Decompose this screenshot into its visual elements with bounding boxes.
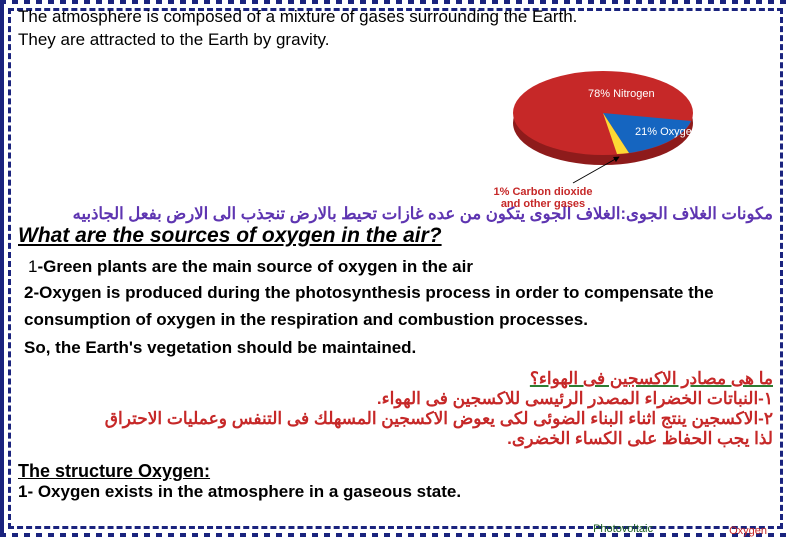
sources-en-1: 1-Green plants are the main source of ox… [18, 254, 773, 280]
structure-p1-en: 1- Oxygen exists in the atmosphere in a … [18, 482, 773, 502]
pie-label-co2-l1: 1% Carbon dioxide [493, 186, 592, 198]
page-content: The atmosphere is composed of a mixture … [18, 6, 773, 537]
intro-line1: The atmosphere is composed of a mixture … [18, 6, 773, 29]
sources-en-2: 2-Oxygen is produced during the photosyn… [18, 280, 773, 333]
pie-label-oxygen: 21% Oxygen [635, 126, 698, 138]
atmosphere-pie-chart: 78% Nitrogen 21% Oxygen 1% Carbon dioxid… [433, 61, 733, 211]
pie-label-co2-l2: and other gases [501, 198, 585, 210]
pie-label-nitrogen: 78% Nitrogen [588, 88, 655, 100]
sources-ar-1: ١-النباتات الخضراء المصدر الرئيسى للاكسج… [18, 389, 773, 409]
heading-sources-en: What are the sources of oxygen in the ai… [18, 224, 773, 248]
oxygen-footer-label: Oxygen [729, 525, 767, 537]
body-below-chart: مكونات الغلاف الجوى:الغلاف الجوى يتكون م… [18, 204, 773, 502]
intro-text: The atmosphere is composed of a mixture … [18, 6, 773, 52]
photovoltaic-label: Photovoltaic [593, 523, 653, 535]
sources-en-3: So, the Earth's vegetation should be mai… [18, 335, 773, 361]
sources-list-en: 1-Green plants are the main source of ox… [18, 254, 773, 361]
pie-svg: 78% Nitrogen 21% Oxygen 1% Carbon dioxid… [433, 61, 733, 211]
sources-ar-3: لذا يجب الحفاظ على الكساء الخضرى. [18, 429, 773, 449]
sources-en-1-text: -Green plants are the main source of oxy… [37, 257, 473, 276]
intro-line2: They are attracted to the Earth by gravi… [18, 29, 773, 52]
sources-ar-2: ٢-الاكسجين ينتج اثناء البناء الضوئى لكى … [18, 409, 773, 429]
heading-sources-ar: ما هى مصادر الاكسجين فى الهواء؟ [18, 369, 773, 389]
structure-heading-en: The structure Oxygen: [18, 461, 773, 482]
